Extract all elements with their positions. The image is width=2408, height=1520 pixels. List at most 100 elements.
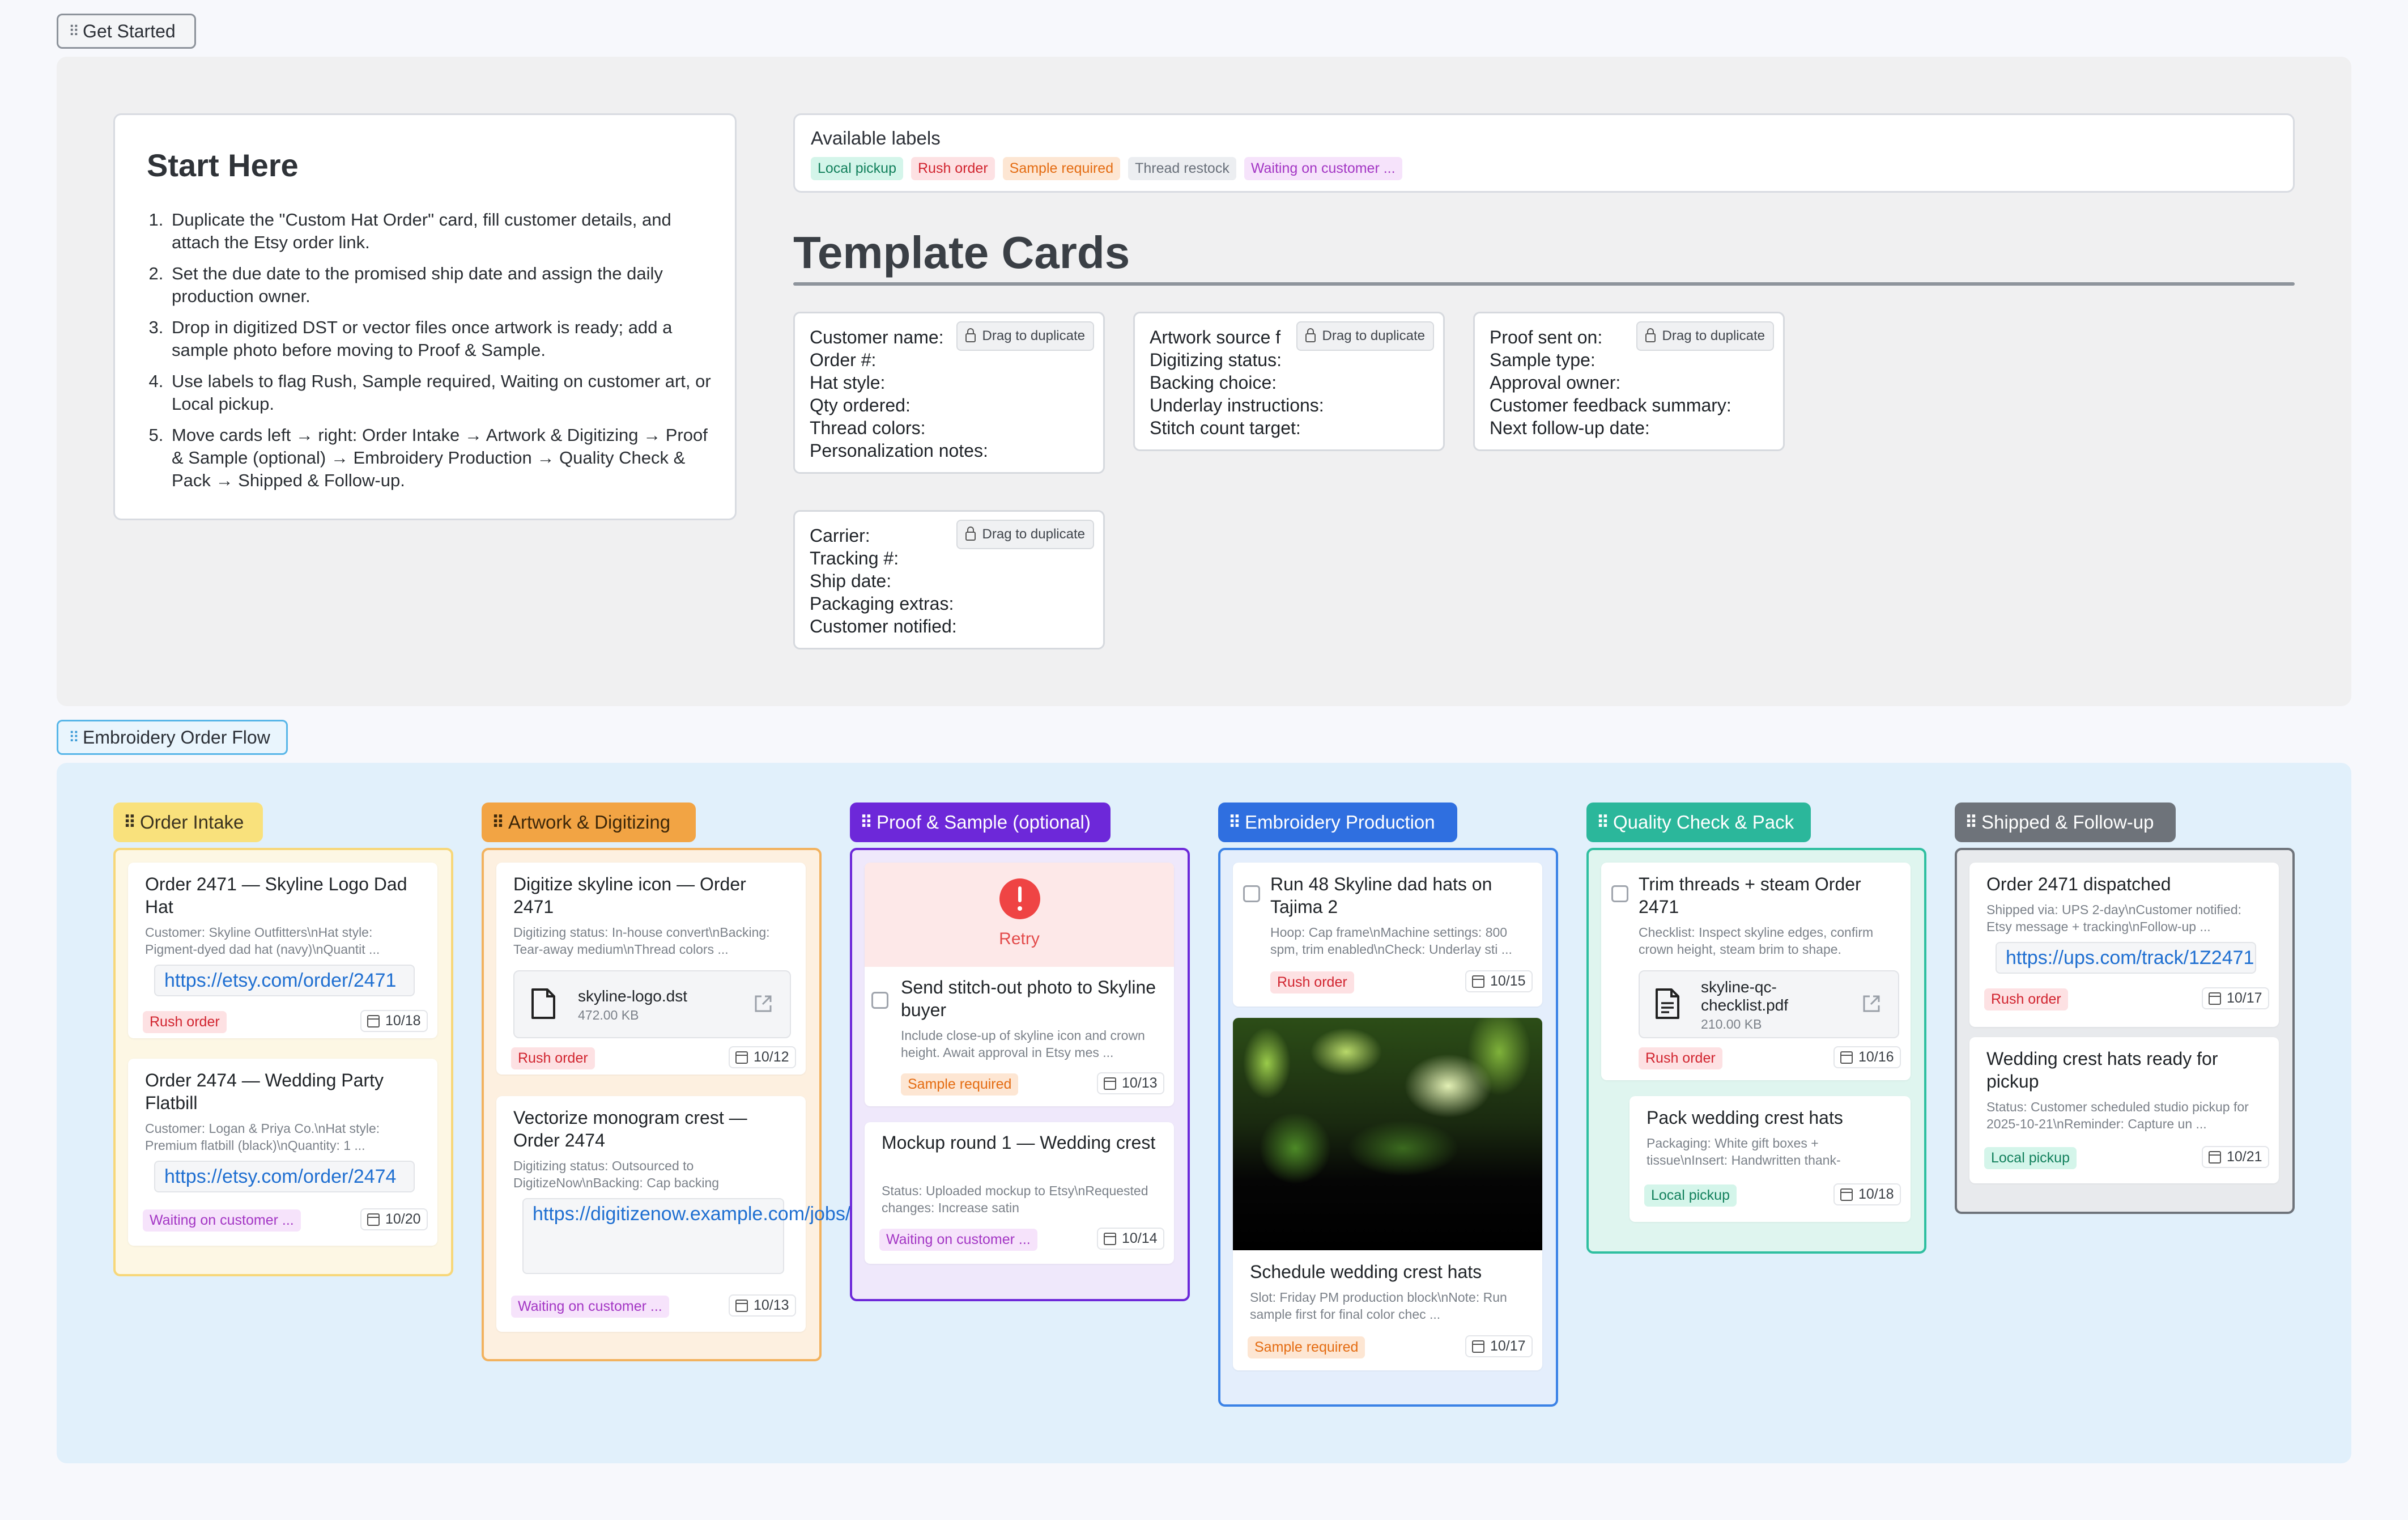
step-item: Duplicate the "Custom Hat Order" card, f…: [168, 209, 718, 254]
card-order-2471[interactable]: Order 2471 — Skyline Logo Dad Hat Custom…: [128, 863, 437, 1038]
calendar-icon: [1840, 1051, 1853, 1064]
template-card-proof[interactable]: Drag to duplicate Proof sent on: Sample …: [1473, 312, 1785, 451]
card-label[interactable]: Waiting on customer ...: [511, 1296, 669, 1318]
template-field: Underlay instructions:: [1150, 395, 1324, 415]
section-tag-order-flow[interactable]: ⠿ Embroidery Order Flow: [57, 720, 288, 755]
card-label[interactable]: Local pickup: [1984, 1147, 2077, 1169]
card-pack-wedding[interactable]: Pack wedding crest hats Packaging: White…: [1630, 1096, 1911, 1222]
card-due-date[interactable]: 10/18: [360, 1010, 428, 1032]
card-mockup-round-1[interactable]: Mockup round 1 — Wedding crest Status: U…: [865, 1122, 1174, 1264]
section-tag-get-started[interactable]: ⠿ Get Started: [57, 14, 196, 49]
retry-button[interactable]: Retry: [999, 929, 1040, 948]
column-header-proof[interactable]: ⠿ Proof & Sample (optional): [850, 803, 1111, 842]
card-link[interactable]: https://digitizenow.example.com/jobs/883…: [522, 1198, 904, 1274]
card-schedule-wedding[interactable]: Schedule wedding crest hats Slot: Friday…: [1233, 1018, 1542, 1370]
drag-to-duplicate-button[interactable]: Drag to duplicate: [1636, 321, 1774, 351]
column-header-order-intake[interactable]: ⠿ Order Intake: [113, 803, 263, 842]
date-text: 10/18: [1858, 1186, 1894, 1202]
card-due-date[interactable]: 10/21: [2202, 1146, 2269, 1168]
card-wedding-pickup[interactable]: Wedding crest hats ready for pickup Stat…: [1969, 1037, 2279, 1183]
card-digitize-skyline[interactable]: Digitize skyline icon — Order 2471 Digit…: [496, 863, 806, 1075]
card-label[interactable]: Rush order: [511, 1047, 595, 1069]
start-here-steps: Duplicate the "Custom Hat Order" card, f…: [147, 209, 718, 492]
card-due-date[interactable]: 10/15: [1465, 970, 1533, 992]
available-labels-panel: Available labels Local pickup Rush order S…: [793, 113, 2295, 193]
label-local-pickup[interactable]: Local pickup: [811, 157, 903, 180]
file-attachment[interactable]: skyline-logo.dst 472.00 KB: [513, 970, 791, 1038]
card-label[interactable]: Rush order: [1639, 1047, 1722, 1069]
template-field: Carrier:: [810, 525, 870, 546]
template-field: Next follow-up date:: [1490, 418, 1650, 438]
template-field: Stitch count target:: [1150, 418, 1301, 438]
drag-handle-icon: ⠿: [124, 813, 136, 832]
card-label[interactable]: Sample required: [1248, 1336, 1365, 1358]
card-due-date[interactable]: 10/16: [1833, 1046, 1901, 1068]
card-send-stitch-out[interactable]: Retry Send stitch-out photo to Skyline b…: [865, 863, 1174, 1106]
external-link-icon[interactable]: [1861, 993, 1882, 1014]
card-title: Trim threads + steam Order 2471: [1639, 874, 1861, 917]
drag-handle-icon: ⠿: [69, 728, 79, 746]
card-link[interactable]: https://etsy.com/order/2474: [154, 1161, 415, 1192]
drag-handle-icon: ⠿: [492, 813, 504, 832]
card-due-date[interactable]: 10/12: [729, 1046, 796, 1068]
column-title: Embroidery Production: [1244, 812, 1435, 833]
card-order-2474[interactable]: Order 2474 — Wedding Party Flatbill Cust…: [128, 1059, 437, 1246]
card-link[interactable]: https://ups.com/track/1Z2471: [1996, 942, 2256, 974]
column-header-qc[interactable]: ⠿ Quality Check & Pack: [1586, 803, 1811, 842]
template-field: Customer feedback summary:: [1490, 395, 1731, 415]
date-text: 10/14: [1122, 1230, 1158, 1246]
task-checkbox[interactable]: [1243, 885, 1260, 902]
external-link-icon[interactable]: [752, 993, 774, 1014]
card-label[interactable]: Rush order: [1984, 988, 2068, 1010]
card-label[interactable]: Local pickup: [1644, 1184, 1737, 1207]
calendar-icon: [1472, 975, 1484, 988]
step-item: Use labels to flag Rush, Sample required…: [168, 370, 718, 415]
card-title: Order 2471 — Skyline Logo Dad Hat: [145, 874, 407, 917]
file-attachment[interactable]: skyline-qc-checklist.pdf 210.00 KB: [1639, 970, 1899, 1038]
step-item: Drop in digitized DST or vector files on…: [168, 316, 718, 362]
template-cards-title: Template Cards: [793, 227, 1130, 278]
date-text: 10/21: [2227, 1149, 2262, 1165]
template-card-artwork[interactable]: Drag to duplicate Artwork source f Digit…: [1133, 312, 1445, 451]
column-header-production[interactable]: ⠿ Embroidery Production: [1218, 803, 1457, 842]
task-checkbox[interactable]: [1611, 885, 1628, 902]
drag-label: Drag to duplicate: [1322, 328, 1425, 343]
card-label[interactable]: Waiting on customer ...: [143, 1209, 301, 1232]
step-item: Move cards left → right: Order Intake → …: [168, 424, 718, 492]
task-checkbox[interactable]: [871, 992, 888, 1009]
card-trim-threads[interactable]: Trim threads + steam Order 2471 Checklis…: [1601, 863, 1911, 1080]
card-due-date[interactable]: 10/17: [1465, 1335, 1533, 1357]
card-due-date[interactable]: 10/18: [1833, 1183, 1901, 1205]
label-rush-order[interactable]: Rush order: [911, 157, 995, 180]
card-label[interactable]: Waiting on customer ...: [879, 1229, 1037, 1251]
template-card-shipping[interactable]: Drag to duplicate Carrier: Tracking #: S…: [793, 510, 1105, 649]
template-card-order[interactable]: Drag to duplicate Customer name: Order #…: [793, 312, 1105, 474]
card-vectorize-crest[interactable]: Vectorize monogram crest — Order 2474 Di…: [496, 1096, 904, 1332]
card-due-date[interactable]: 10/14: [1097, 1228, 1164, 1250]
card-due-date[interactable]: 10/20: [360, 1208, 428, 1230]
template-field: Sample type:: [1490, 350, 1596, 370]
card-link[interactable]: https://etsy.com/order/2471: [154, 965, 415, 996]
card-due-date[interactable]: 10/13: [729, 1294, 796, 1317]
card-label[interactable]: Rush order: [143, 1011, 227, 1033]
card-due-date[interactable]: 10/13: [1097, 1072, 1164, 1094]
drag-handle-icon: ⠿: [1597, 813, 1609, 832]
start-here-title: Start Here: [147, 147, 299, 183]
drag-label: Drag to duplicate: [982, 328, 1085, 343]
card-run-48-skyline[interactable]: Run 48 Skyline dad hats on Tajima 2 Hoop…: [1233, 863, 1542, 1007]
column-title: Shipped & Follow-up: [1981, 812, 2154, 833]
drag-to-duplicate-button[interactable]: Drag to duplicate: [1296, 321, 1434, 351]
column-header-shipped[interactable]: ⠿ Shipped & Follow-up: [1955, 803, 2176, 842]
template-cards-divider: [793, 282, 2295, 286]
card-title: Mockup round 1 — Wedding crest: [882, 1132, 1156, 1153]
drag-to-duplicate-button[interactable]: Drag to duplicate: [956, 520, 1094, 549]
drag-to-duplicate-button[interactable]: Drag to duplicate: [956, 321, 1094, 351]
label-sample-required[interactable]: Sample required: [1002, 157, 1121, 180]
label-waiting-on-customer[interactable]: Waiting on customer ...: [1244, 157, 1402, 180]
card-order-2471-dispatched[interactable]: Order 2471 dispatched Shipped via: UPS 2…: [1969, 863, 2279, 1027]
label-thread-restock[interactable]: Thread restock: [1128, 157, 1236, 180]
card-label[interactable]: Rush order: [1270, 971, 1354, 993]
column-header-artwork[interactable]: ⠿ Artwork & Digitizing: [482, 803, 696, 842]
card-label[interactable]: Sample required: [901, 1073, 1019, 1096]
card-due-date[interactable]: 10/17: [2202, 987, 2269, 1009]
